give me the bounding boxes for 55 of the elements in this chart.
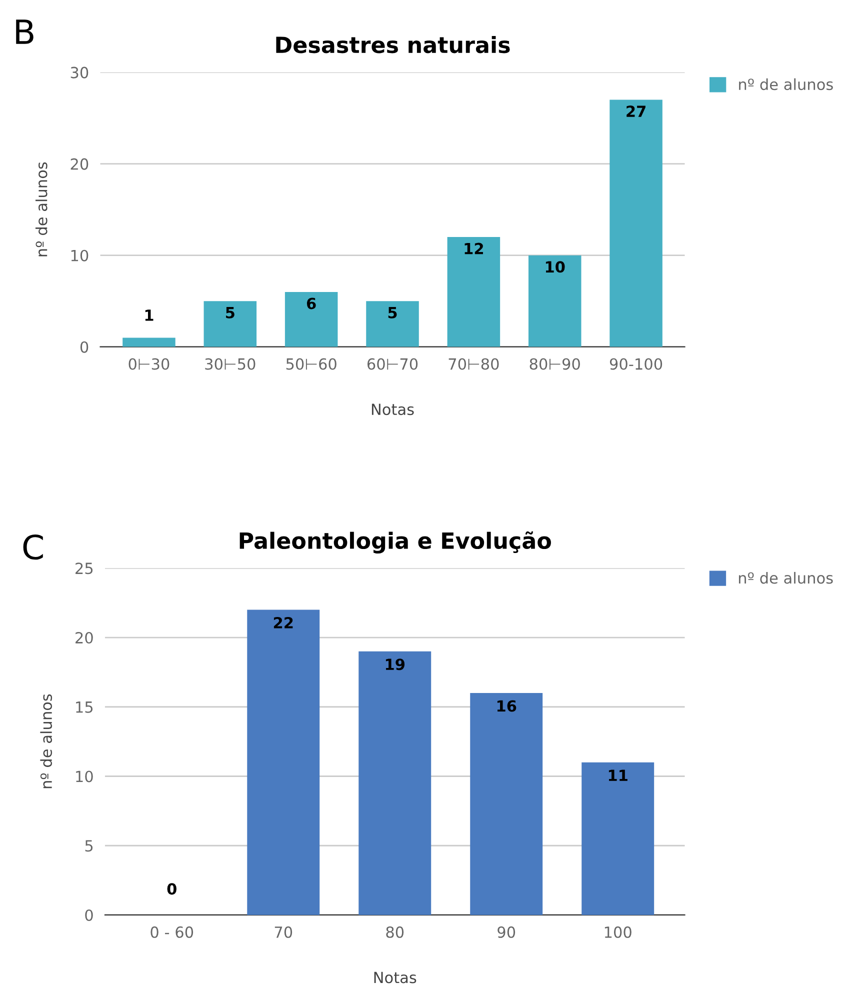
y-axis-title: nº de alunos xyxy=(35,162,48,256)
legend-label: nº de alunos xyxy=(739,78,833,90)
text: B xyxy=(16,20,34,44)
x-tick-label: 80⊢90 xyxy=(530,358,580,370)
data-label: 27 xyxy=(626,106,646,117)
bar xyxy=(366,301,419,347)
y-tick-label: 20 xyxy=(70,158,88,170)
bar xyxy=(470,693,543,915)
chart-title: Paleontologia e Evolução xyxy=(240,531,551,554)
x-tick-label: 80 xyxy=(386,926,404,938)
bar xyxy=(528,255,582,347)
x-tick-label: 100 xyxy=(604,926,632,938)
x-tick-label: 90 xyxy=(498,926,516,938)
y-tick-label: 0 xyxy=(85,909,93,922)
bar xyxy=(122,338,176,347)
data-label: 19 xyxy=(386,658,405,670)
bar xyxy=(247,610,320,915)
chart-title: Desastres naturais xyxy=(276,36,510,54)
x-tick-label: 70 xyxy=(274,926,292,938)
data-label: 11 xyxy=(608,770,628,781)
y-axis-title: nº de alunos xyxy=(40,694,52,788)
data-label: 10 xyxy=(546,261,565,273)
x-tick-label: 90-100 xyxy=(610,358,662,370)
y-tick-label: 20 xyxy=(76,632,93,644)
x-tick-label: 50⊢60 xyxy=(286,358,336,370)
x-axis-title: Notas xyxy=(372,404,414,416)
data-label: 0 xyxy=(167,883,176,895)
bar xyxy=(447,237,500,347)
bar xyxy=(204,301,257,347)
data-label: 1 xyxy=(145,310,154,321)
text: C xyxy=(23,534,43,560)
data-label: 5 xyxy=(226,307,234,318)
x-tick-label: 0⊢30 xyxy=(128,358,170,370)
y-tick-label: 5 xyxy=(85,840,93,852)
bar xyxy=(358,651,432,915)
legend-label: nº de alunos xyxy=(738,572,833,584)
y-tick-label: 0 xyxy=(80,341,88,353)
y-tick-label: 15 xyxy=(76,702,93,713)
bar xyxy=(610,100,662,347)
data-label: 16 xyxy=(497,700,516,712)
data-label: 6 xyxy=(306,298,316,310)
bar xyxy=(582,762,654,915)
x-tick-label: 60⊢70 xyxy=(367,358,418,370)
x-axis-title: Notas xyxy=(374,972,416,984)
y-tick-label: 10 xyxy=(71,250,88,262)
x-tick-label: 70⊢80 xyxy=(448,358,499,370)
data-label: 5 xyxy=(388,307,397,318)
x-tick-label: 0 - 60 xyxy=(150,926,194,938)
data-label: 22 xyxy=(274,616,293,628)
bar xyxy=(284,292,338,347)
x-tick-label: 30⊢50 xyxy=(205,358,256,370)
data-label: 12 xyxy=(464,242,483,254)
y-tick-label: 10 xyxy=(76,770,93,782)
y-tick-label: 25 xyxy=(76,562,93,574)
y-tick-label: 30 xyxy=(70,66,88,78)
